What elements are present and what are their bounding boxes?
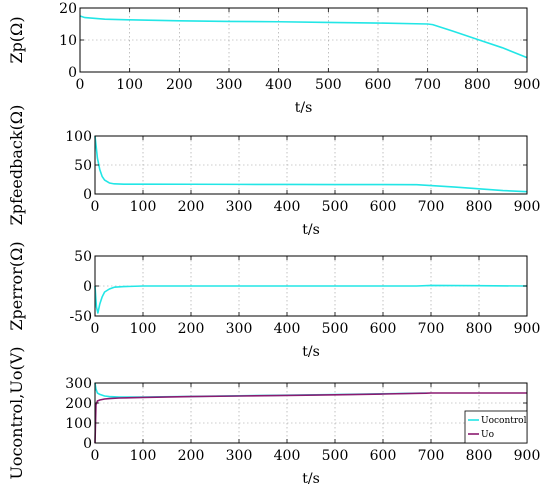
x-tick-label: 700 [418, 199, 445, 215]
x-tick-label: 100 [130, 321, 157, 337]
x-tick-label: 900 [514, 77, 541, 93]
x-tick-label: 200 [178, 448, 205, 464]
y-tick-label: -50 [69, 309, 92, 325]
y-tick-label: 0 [83, 279, 92, 295]
legend-label-uo: Uo [481, 430, 494, 440]
x-tick-label: 400 [274, 199, 301, 215]
x-tick-label: 900 [514, 448, 541, 464]
x-tick-label: 900 [514, 321, 541, 337]
x-tick-label: 500 [322, 321, 349, 337]
x-tick-label: 100 [116, 77, 143, 93]
series-line-uo [94, 392, 527, 444]
y-axis-label: Zperror(Ω) [7, 241, 26, 330]
x-tick-label: 400 [274, 321, 301, 337]
y-tick-label: 100 [65, 416, 92, 432]
y-tick-label: 10 [59, 33, 77, 49]
y-tick-label: 0 [83, 436, 92, 452]
y-tick-label: 50 [74, 158, 92, 174]
x-tick-label: 800 [466, 448, 493, 464]
x-axis-label: t/s [302, 344, 320, 360]
x-tick-label: 900 [514, 199, 541, 215]
x-tick-label: 500 [322, 448, 349, 464]
x-tick-label: 700 [418, 321, 445, 337]
x-tick-label: 600 [370, 199, 397, 215]
x-tick-label: 200 [166, 77, 193, 93]
legend: Uocontrol Uo [464, 410, 528, 444]
x-tick-label: 0 [91, 448, 100, 464]
x-tick-label: 600 [365, 77, 392, 93]
y-tick-label: 20 [59, 1, 77, 17]
x-tick-label: 300 [216, 77, 243, 93]
subplot-4: 0 100 200 300 400 500 600 700 800 900 0 100 200 300 t/… [7, 346, 540, 487]
x-tick-label: 700 [418, 448, 445, 464]
x-tick-label: 600 [370, 448, 397, 464]
y-axis-label: Uocontrol,Uo(V) [7, 346, 26, 479]
y-tick-label: 0 [68, 65, 77, 81]
x-tick-label: 0 [91, 199, 100, 215]
x-tick-label: 600 [370, 321, 397, 337]
x-tick-label: 200 [178, 321, 205, 337]
subplot-1: 0 100 200 300 400 500 600 700 800 900 0 10 20 t/s Zp(Ω… [7, 1, 540, 116]
x-tick-label: 0 [76, 77, 85, 93]
x-tick-label: 500 [322, 199, 349, 215]
x-tick-label: 700 [414, 77, 441, 93]
x-tick-label: 300 [226, 321, 253, 337]
subplot-3: 0 100 200 300 400 500 600 700 800 900-50050t/sZpe… [7, 241, 540, 360]
x-tick-label: 500 [315, 77, 342, 93]
series-line-1 [94, 135, 528, 193]
x-tick-label: 800 [466, 321, 493, 337]
subplot-2: 0 100 200 300 400 500 600 700 800 900 0 50 100 t/s Zpf… [7, 105, 540, 238]
x-tick-label: 400 [274, 448, 301, 464]
x-tick-label: 100 [130, 448, 157, 464]
x-axis-label: t/s [302, 471, 320, 487]
y-tick-label: 0 [83, 187, 92, 203]
x-tick-label: 300 [226, 199, 253, 215]
series-line-1 [94, 284, 528, 314]
legend-box [464, 410, 528, 444]
x-axis-label: t/s [295, 100, 313, 116]
x-tick-label: 100 [130, 199, 157, 215]
x-tick-label: 300 [226, 448, 253, 464]
x-tick-label: 0 [91, 321, 100, 337]
y-tick-label: 300 [65, 376, 92, 392]
y-axis-label: Zpfeedback(Ω) [7, 105, 26, 226]
y-tick-label: 100 [65, 129, 92, 145]
x-axis-label: t/s [302, 222, 320, 238]
y-tick-label: 200 [65, 396, 92, 412]
plot-area [80, 8, 527, 72]
x-tick-label: 200 [178, 199, 205, 215]
legend-label-uocontrol: Uocontrol [481, 416, 527, 426]
plot-area [95, 383, 527, 443]
x-tick-label: 800 [466, 199, 493, 215]
x-tick-label: 800 [464, 77, 491, 93]
y-axis-label: Zp(Ω) [7, 16, 26, 63]
x-tick-label: 400 [265, 77, 292, 93]
y-tick-label: 50 [74, 249, 92, 265]
series-line-1 [79, 15, 528, 59]
